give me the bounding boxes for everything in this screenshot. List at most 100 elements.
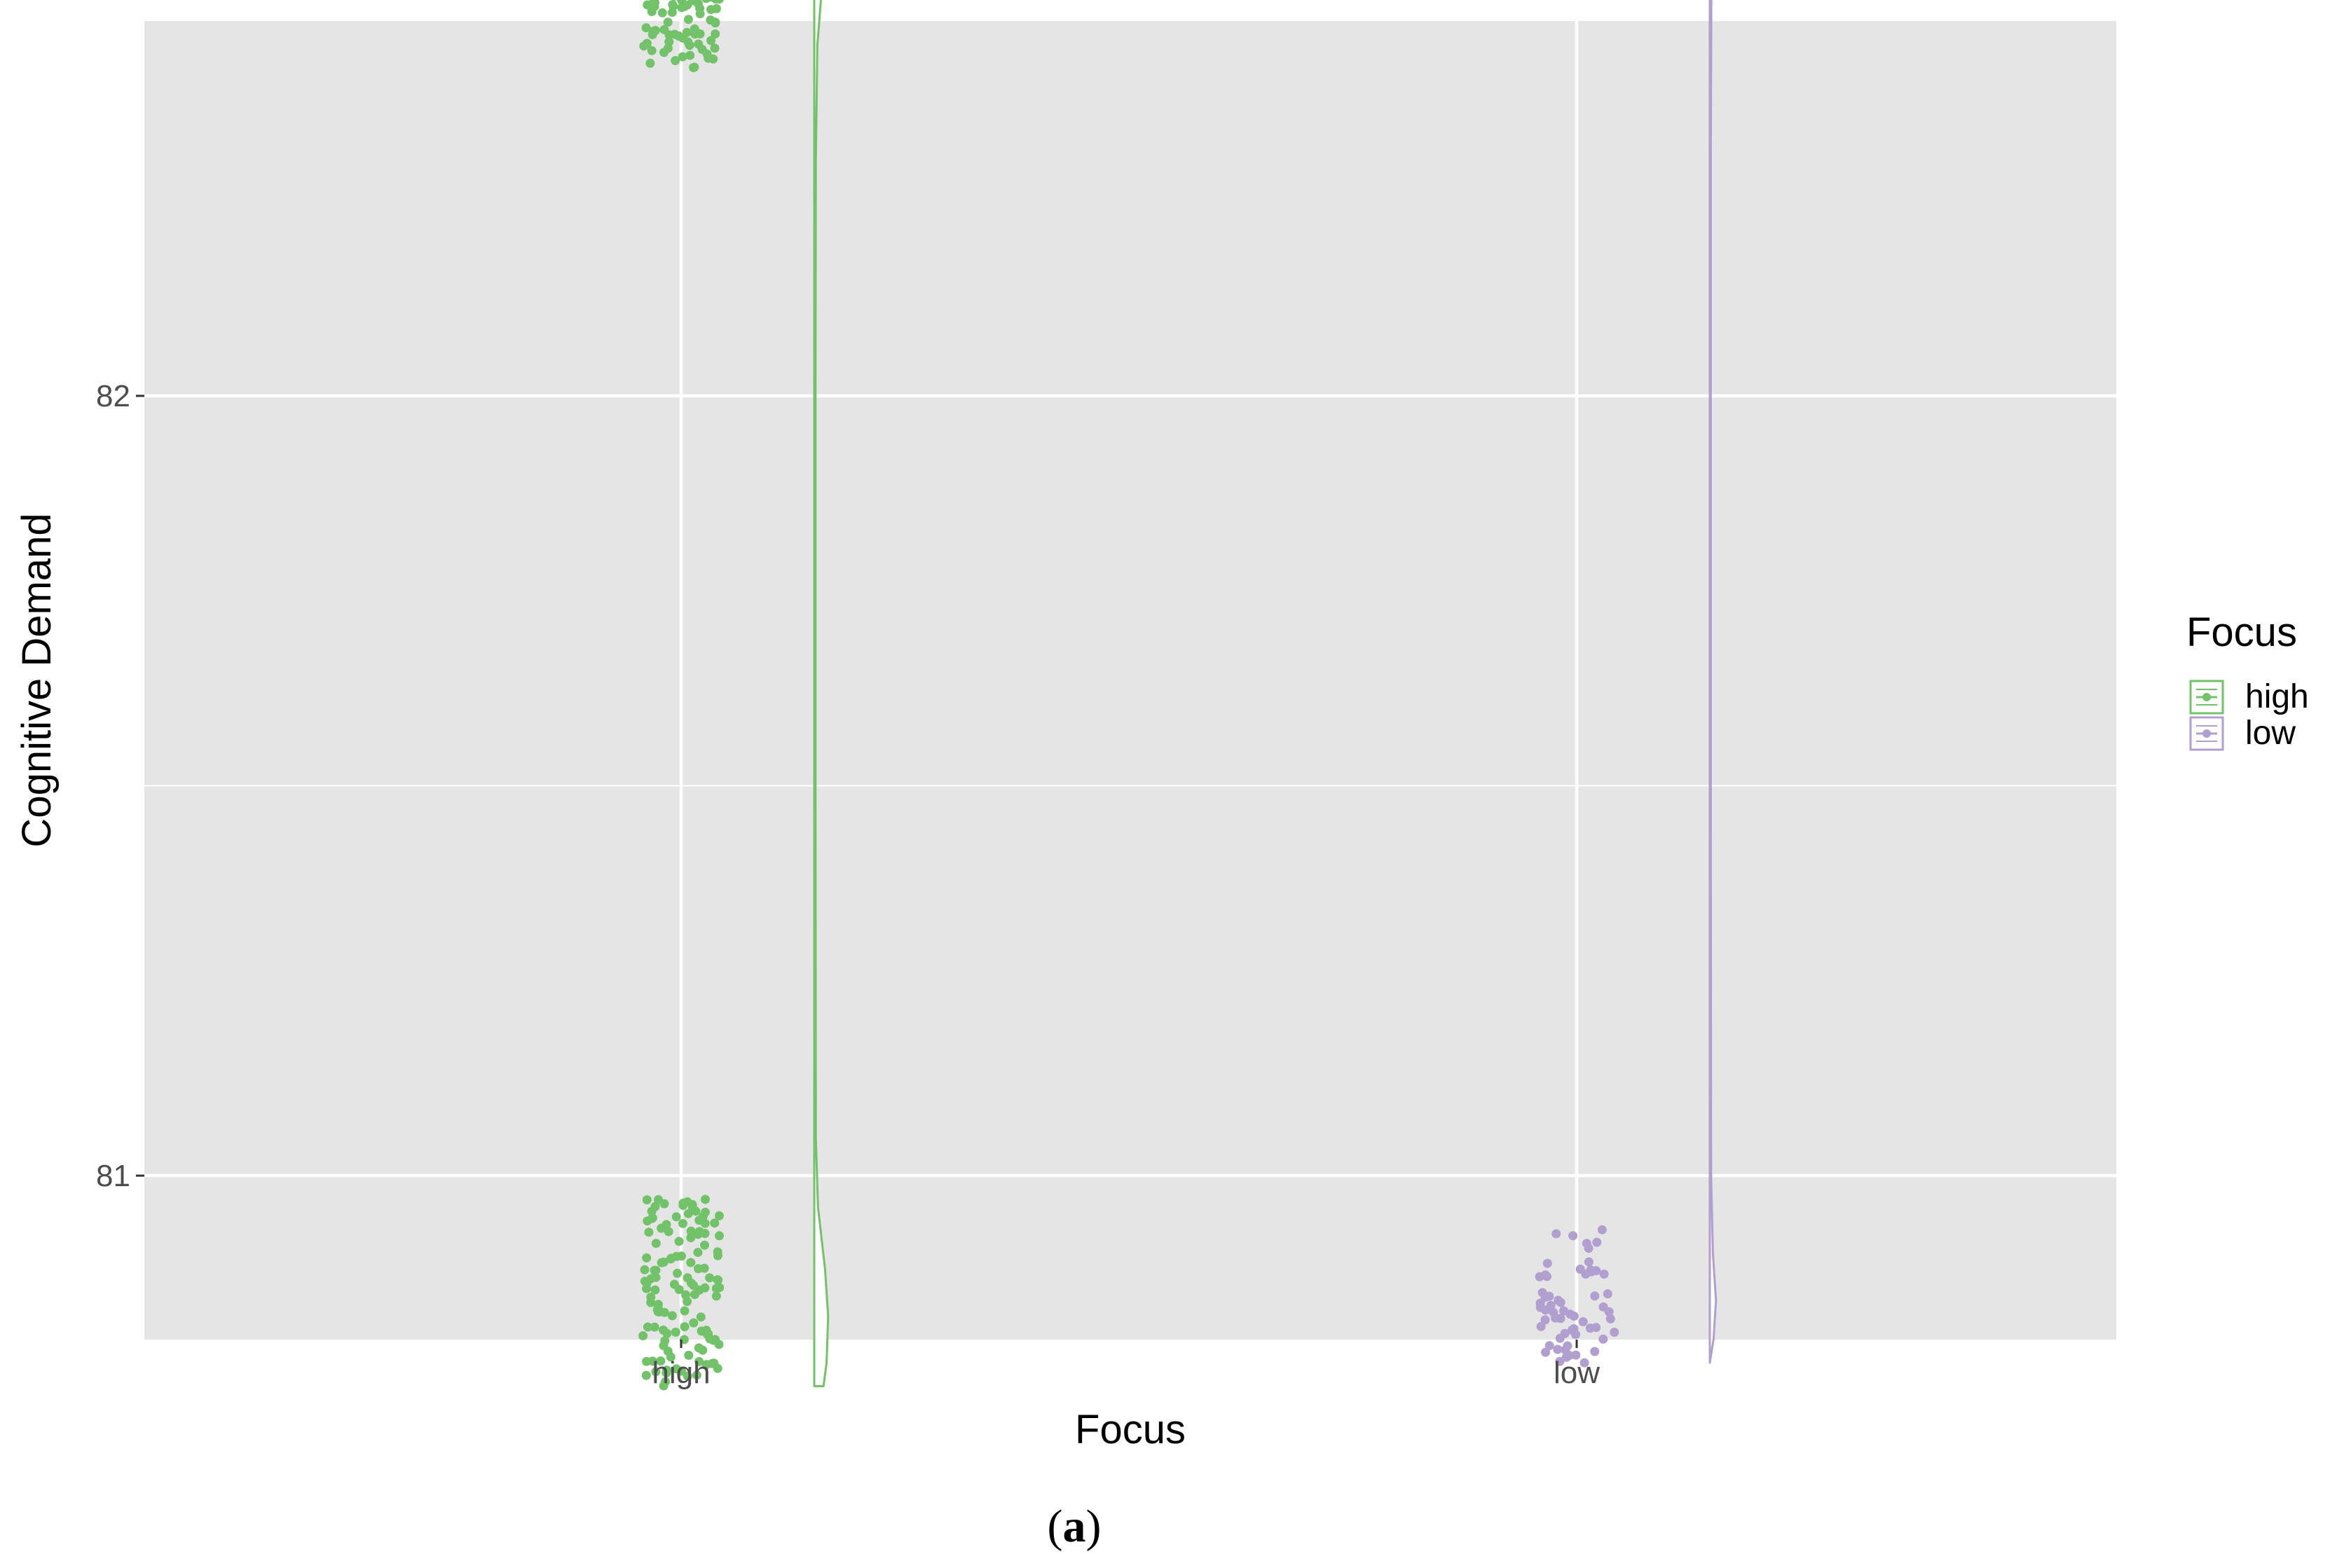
jitter-point xyxy=(690,24,699,34)
jitter-point xyxy=(701,1195,710,1204)
jitter-point xyxy=(697,45,707,54)
jitter-point xyxy=(694,1343,704,1353)
jitter-point xyxy=(1544,1341,1554,1351)
jitter-point xyxy=(1553,1345,1563,1354)
jitter-point xyxy=(1551,1313,1560,1323)
legend-key-point xyxy=(2202,729,2211,738)
jitter-point xyxy=(1551,1229,1561,1239)
jitter-point xyxy=(640,1277,650,1286)
jitter-point xyxy=(678,1198,688,1208)
density-half-violin xyxy=(813,0,830,1387)
jitter-point xyxy=(1590,1347,1600,1356)
jitter-point xyxy=(700,1283,710,1293)
jitter-point xyxy=(1541,1347,1550,1357)
jitter-point xyxy=(653,1307,663,1316)
jitter-point xyxy=(650,1202,660,1211)
jitter-point xyxy=(690,62,699,72)
y-axis-title: Cognitive Demand xyxy=(14,513,60,847)
jitter-point xyxy=(663,43,673,53)
axis-layer: 818283highlow xyxy=(96,379,1600,1390)
jitter-point xyxy=(1605,1314,1615,1323)
jitter-point xyxy=(650,1322,659,1332)
jitter-point xyxy=(710,43,720,53)
jitter-point xyxy=(1569,1312,1579,1321)
jitter-point xyxy=(700,1240,709,1250)
jitter-point xyxy=(1599,1270,1609,1279)
density-layer xyxy=(813,0,1718,1387)
jitter-point xyxy=(1568,1231,1578,1241)
jitter-point xyxy=(660,1336,670,1346)
jitter-point xyxy=(656,1356,666,1366)
jitter-point xyxy=(673,1268,683,1278)
jitter-point xyxy=(1610,1328,1619,1337)
jitter-point xyxy=(678,52,687,62)
jitter-point xyxy=(687,1199,697,1209)
jitter-point xyxy=(710,1218,720,1228)
jitter-point xyxy=(1537,1288,1547,1298)
jitter-point xyxy=(1592,1237,1602,1247)
jitter-point xyxy=(643,1322,652,1332)
jitter-point xyxy=(657,8,667,18)
density-half-violin xyxy=(1708,0,1718,1364)
jitter-point xyxy=(683,1371,692,1381)
jitter-point xyxy=(1571,1350,1581,1360)
jitter-point xyxy=(651,1265,661,1275)
jitter-point xyxy=(706,36,716,46)
figure-caption: (a) xyxy=(1048,1501,1102,1552)
jitter-point xyxy=(674,31,684,41)
jitter-point xyxy=(671,56,680,65)
jitter-point xyxy=(642,1284,652,1293)
jitter-point xyxy=(669,1,678,11)
jitter-point xyxy=(1603,1289,1612,1299)
jitter-point xyxy=(661,1377,671,1387)
jitter-point xyxy=(645,58,655,68)
jitter-point xyxy=(647,7,657,16)
jitter-point xyxy=(642,1195,652,1204)
jitter-point xyxy=(642,1356,652,1366)
jitter-point xyxy=(693,0,703,8)
y-tick-label: 82 xyxy=(96,379,130,413)
jitter-point xyxy=(1555,1356,1565,1366)
legend-label: low xyxy=(2245,715,2296,752)
jitter-point xyxy=(684,1350,694,1360)
jitter-point xyxy=(643,0,652,10)
y-tick-label: 81 xyxy=(96,1159,130,1193)
jitter-point xyxy=(664,1227,673,1237)
jitter-point xyxy=(693,1230,703,1239)
caption-letter: a xyxy=(1063,1501,1086,1552)
jitter-point xyxy=(671,1327,680,1337)
jitter-point xyxy=(666,1253,676,1263)
jitter-point xyxy=(1540,1270,1550,1280)
jitter-point xyxy=(689,1318,699,1328)
jitter-point xyxy=(715,0,719,1)
jitter-point xyxy=(659,1257,669,1267)
jitter-point xyxy=(666,1352,676,1362)
jitter-point xyxy=(1561,1345,1570,1355)
jitter-point xyxy=(651,1367,661,1377)
jitter-point xyxy=(711,29,720,39)
caption-open: ( xyxy=(1048,1501,1063,1552)
legend-key-point xyxy=(2202,693,2211,701)
x-axis-title: Focus xyxy=(1075,1407,1186,1452)
jitter-point xyxy=(671,1212,681,1222)
jitter-point xyxy=(711,1335,720,1345)
jitter-point xyxy=(1597,1225,1607,1235)
jitter-point xyxy=(677,1366,686,1376)
jitter-point xyxy=(680,1306,690,1316)
jitter-point xyxy=(696,1312,706,1322)
jitter-point xyxy=(1598,1302,1608,1312)
jitter-point xyxy=(685,50,695,60)
jitter-point xyxy=(1575,1265,1585,1274)
jitter-point xyxy=(707,1359,717,1368)
jitter-point xyxy=(1567,1326,1577,1335)
jitter-point xyxy=(704,53,713,63)
jitter-point xyxy=(650,1285,660,1295)
jitter-point xyxy=(1555,1333,1565,1343)
grid-layer xyxy=(144,5,2116,1340)
jitter-point xyxy=(641,23,651,33)
jitter-point xyxy=(711,0,720,4)
jitter-point xyxy=(686,1226,696,1236)
jitter-point xyxy=(648,27,658,36)
